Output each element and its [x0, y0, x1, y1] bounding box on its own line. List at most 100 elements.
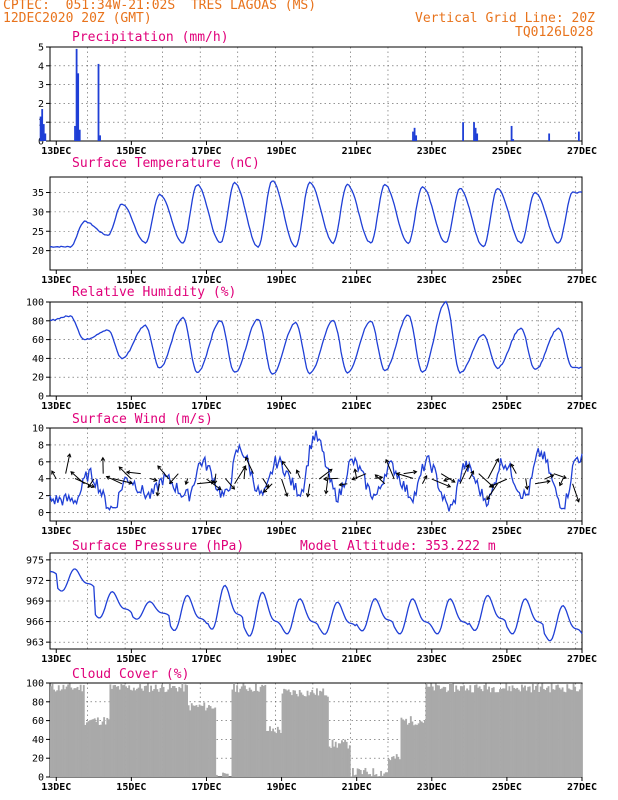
cloud-bar [427, 686, 429, 777]
cloud-bar [383, 773, 386, 777]
cloud-bar [184, 684, 187, 777]
y-tick-label: 6 [38, 457, 44, 468]
cloud-bar [580, 684, 583, 777]
cloud-bar [530, 692, 533, 777]
x-tick-label: 23DEC [417, 146, 447, 157]
pressure-line [49, 568, 583, 642]
cloud-bar [234, 691, 237, 777]
cloud-bar [262, 685, 265, 777]
cloud-bar [195, 705, 198, 777]
y-tick-label: 40 [32, 354, 44, 365]
x-tick-label: 27DEC [567, 275, 597, 286]
cloud-bar [204, 710, 207, 777]
cloud-bar [100, 724, 102, 777]
y-tick-label: 0 [38, 508, 44, 519]
wind-arrow-head [423, 474, 428, 480]
cloud-bar [547, 686, 550, 777]
cloud-bar [480, 689, 483, 777]
cloud-bar [355, 774, 357, 777]
wind-arrow [112, 478, 133, 484]
cloud-bar [161, 684, 163, 777]
cloud-bar [478, 686, 481, 777]
x-tick-label: 15DEC [116, 782, 146, 793]
cloud-bar [348, 745, 351, 777]
cloud-bar [556, 684, 559, 777]
cloud-bar [222, 772, 224, 777]
cloud-bar [380, 770, 383, 777]
y-tick-label: 20 [32, 373, 44, 384]
y-tick-label: 30 [32, 207, 44, 218]
cloud-bar [555, 685, 558, 777]
precip-bar [473, 122, 475, 141]
cloud-bar [395, 754, 398, 777]
cloud-bar [331, 739, 334, 777]
wind-arrow [572, 483, 580, 502]
cloud-bar [469, 685, 472, 777]
cloud-bar [516, 687, 519, 777]
cloud-bar [287, 689, 290, 777]
cloud-bar [317, 695, 320, 777]
cloud-bar [136, 688, 138, 777]
cloud-bar [359, 770, 362, 777]
wind-arrow-head [217, 486, 222, 491]
cloud-bar [505, 683, 508, 777]
wind-arrow-head [128, 480, 133, 485]
wind-arrow [440, 473, 456, 483]
wind-arrow-head [465, 463, 470, 469]
wind-arrow-head [550, 474, 555, 479]
cloud-bar [347, 748, 350, 777]
cloud-bar [417, 723, 420, 777]
cloud-bar [502, 688, 505, 777]
panel-frame [49, 427, 583, 522]
precip-bar [77, 73, 80, 141]
wind-arrow [323, 477, 338, 480]
cloud-bar [306, 690, 309, 777]
precip-bar [97, 63, 100, 141]
cloud-bar [423, 720, 426, 777]
x-tick-label: 15DEC [116, 526, 146, 537]
cloud-bar [242, 683, 245, 777]
x-tick-label: 25DEC [492, 401, 522, 412]
cloud-bar [514, 688, 517, 777]
cloud-bar [536, 684, 539, 777]
cloud-bar [330, 747, 332, 777]
wind-arrow [403, 471, 417, 475]
cloud-bar [60, 689, 63, 777]
x-tick-label: 27DEC [567, 526, 597, 537]
x-tick-label: 17DEC [191, 526, 221, 537]
x-tick-label: 25DEC [492, 526, 522, 537]
cloud-bar [93, 718, 96, 777]
cloud-bar [250, 689, 253, 777]
y-tick-label: 963 [26, 638, 44, 649]
cloud-bar [453, 691, 456, 777]
x-tick-label: 21DEC [342, 782, 372, 793]
x-tick-label: 25DEC [492, 275, 522, 286]
cloud-bar [54, 691, 57, 777]
cloud-bar [137, 687, 140, 777]
cloud-bar [456, 689, 459, 777]
wind-arrow-head [446, 483, 452, 488]
cloud-bar [269, 726, 271, 777]
cloud-bar [236, 685, 239, 777]
cloud-bar [212, 708, 215, 777]
cloud-bar [259, 686, 262, 777]
wind-arrow [559, 478, 564, 486]
cloud-bar [114, 684, 117, 777]
cloud-bar [117, 686, 120, 777]
cloud-bar [68, 683, 71, 777]
cloud-bar [408, 722, 411, 777]
cloud-bar [533, 689, 536, 777]
cloud-bar [298, 690, 301, 777]
wind-arrow [325, 473, 330, 494]
y-tick-label: 60 [32, 716, 44, 727]
cloud-bar [373, 774, 376, 777]
cloud-bar [553, 689, 556, 777]
cloud-bar [283, 688, 286, 777]
wind-arrow-head [244, 456, 249, 461]
cloud-bar [416, 724, 419, 777]
cloud-bar [178, 686, 181, 777]
cloud-bar [62, 684, 65, 777]
precip-bar [476, 133, 479, 141]
cloud-bar [253, 690, 256, 777]
cloud-bar [305, 696, 307, 777]
